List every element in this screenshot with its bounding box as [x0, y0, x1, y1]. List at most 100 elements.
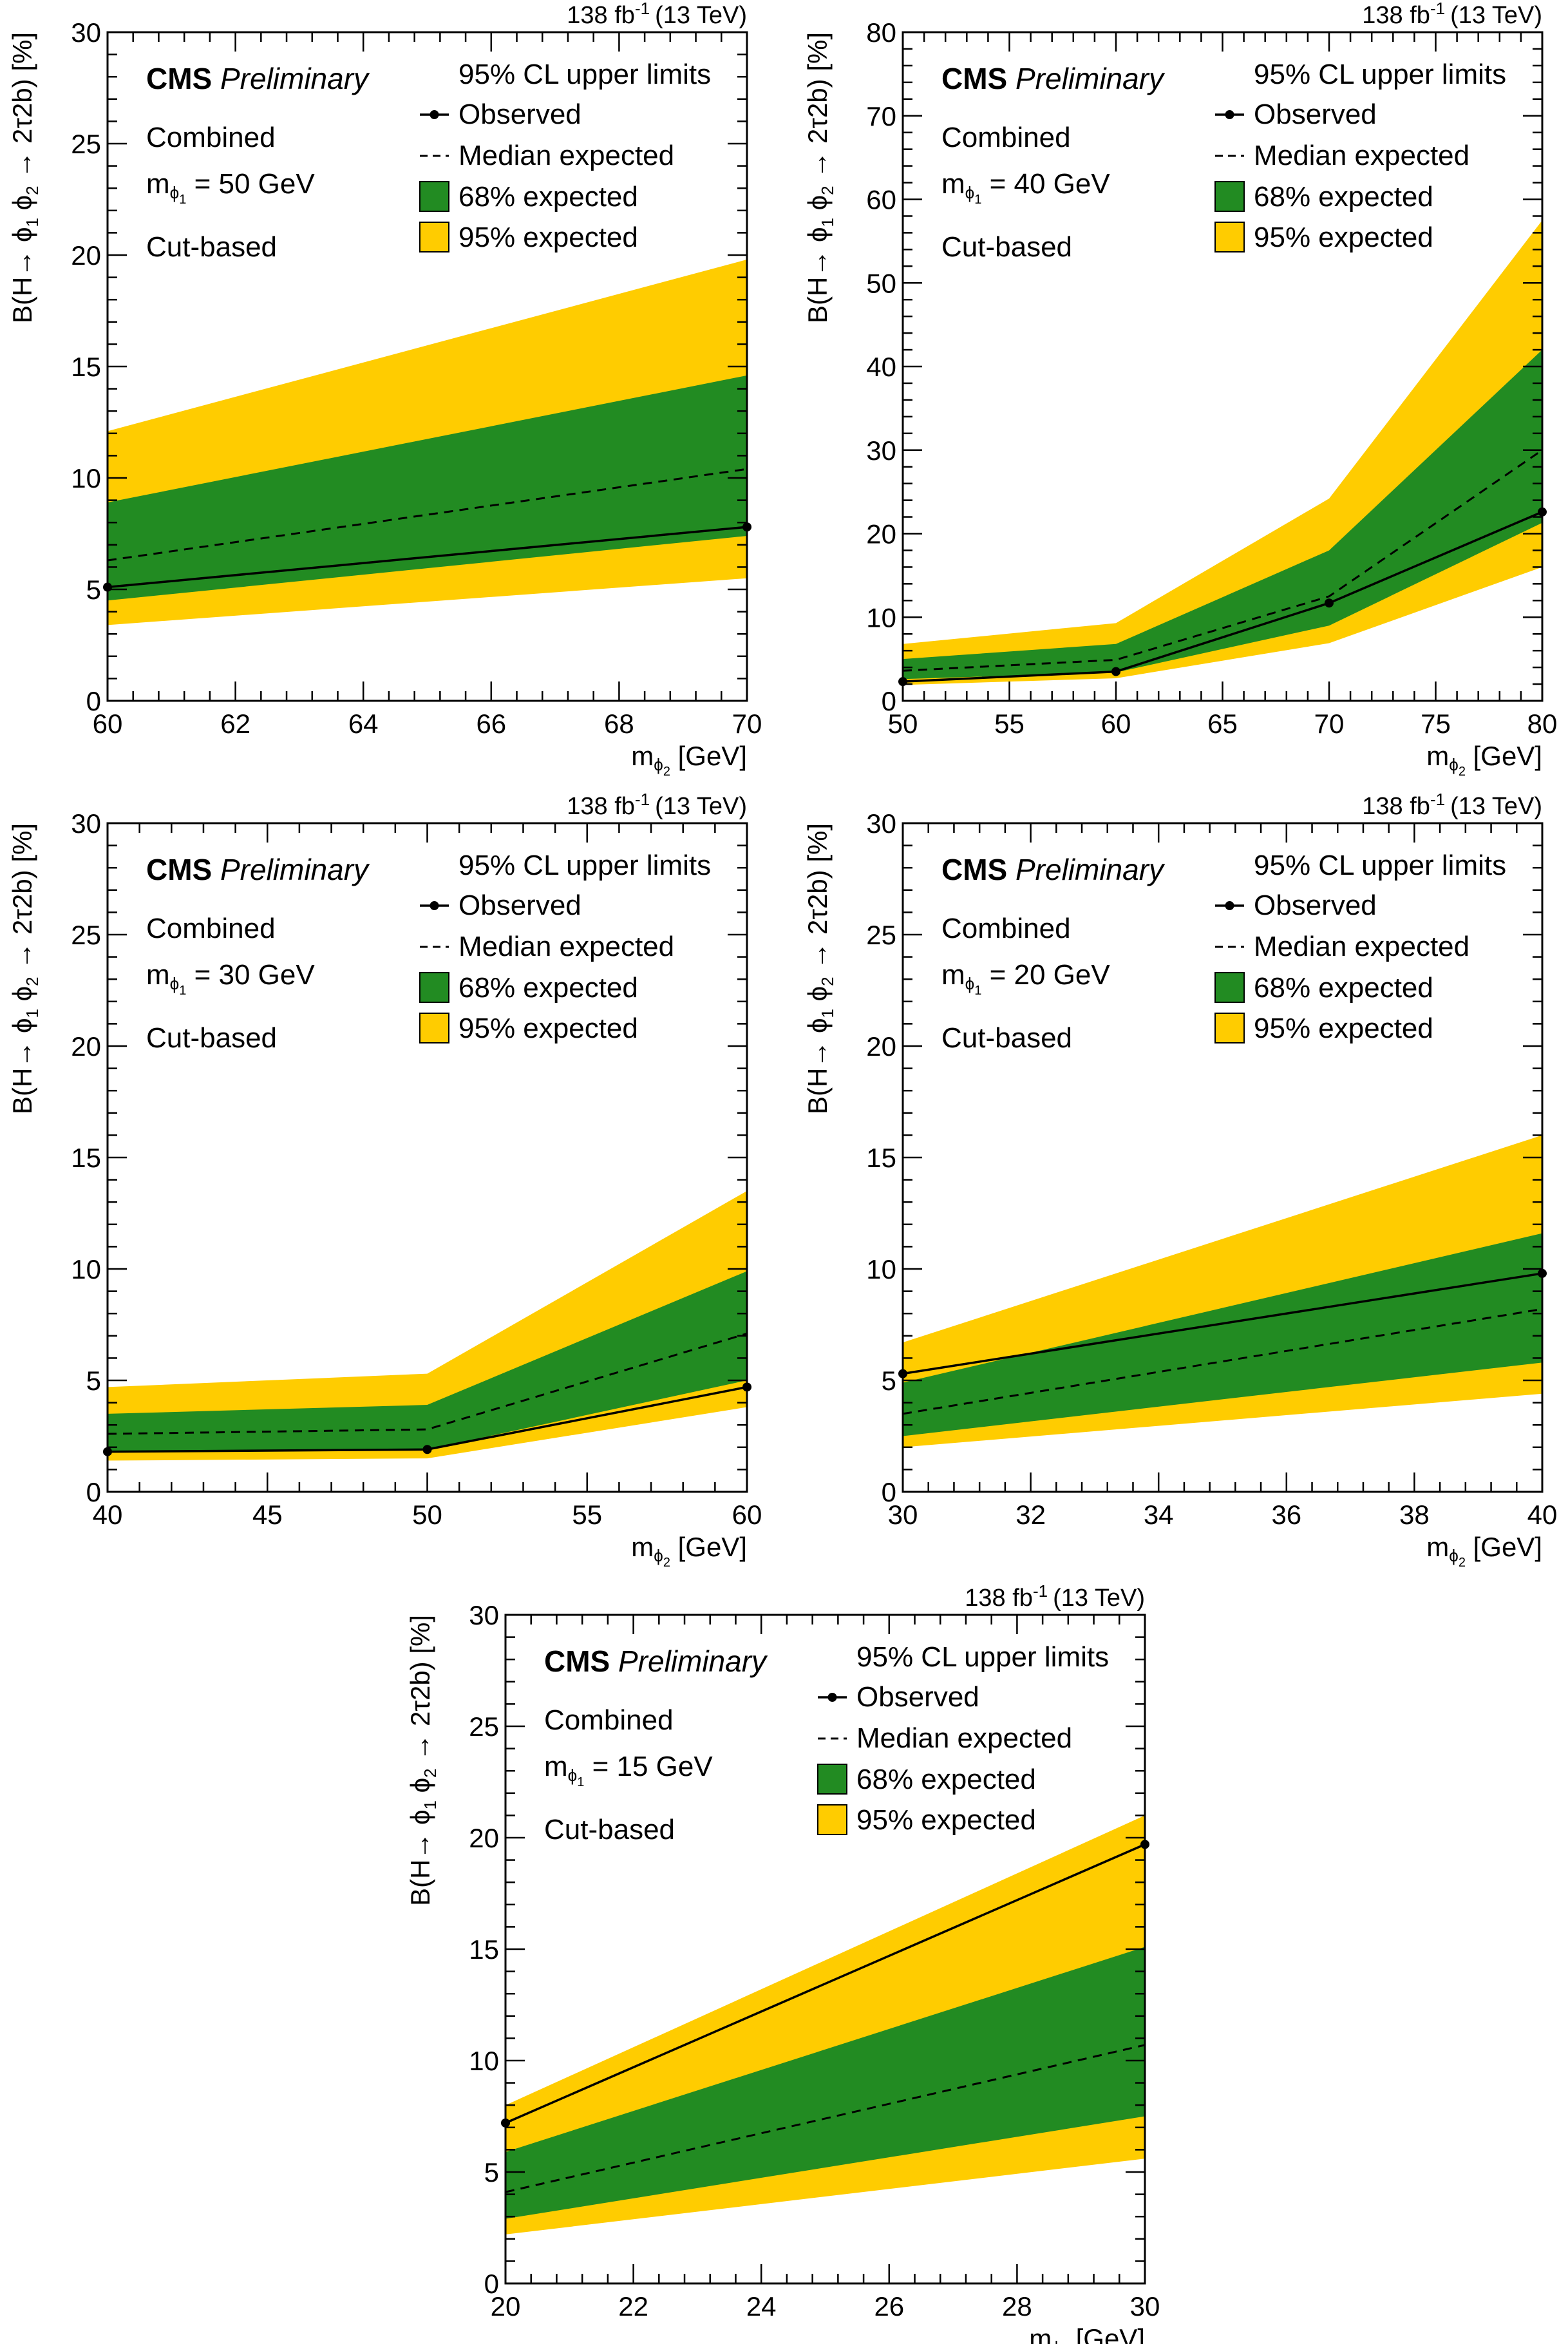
- cut-based-label: Cut-based: [146, 231, 277, 263]
- cut-based-label: Cut-based: [146, 1022, 277, 1054]
- band-68-expected: [505, 1947, 1145, 2219]
- y-tick-label: 30: [71, 17, 101, 48]
- y-axis-title: B(H→ ϕ1 ϕ2 → 2τ2b) [%]: [405, 1615, 440, 1906]
- legend-95-key: [419, 1013, 449, 1043]
- legend-68-key: [419, 972, 449, 1003]
- legend-95-label: 95% expected: [458, 222, 638, 253]
- legend-68-label: 68% expected: [1254, 972, 1433, 1004]
- x-tick-label: 32: [1015, 1500, 1046, 1530]
- y-tick-label: 50: [866, 268, 896, 298]
- legend-95-key: [1214, 222, 1245, 253]
- cut-based-label: Cut-based: [544, 1814, 675, 1845]
- x-tick-label: 40: [1527, 1500, 1558, 1530]
- y-axis-title: B(H→ ϕ1 ϕ2 → 2τ2b) [%]: [802, 32, 837, 323]
- legend-median-label: Median expected: [856, 1722, 1072, 1754]
- legend-median-label: Median expected: [1254, 931, 1469, 962]
- observed-line: [902, 1272, 1543, 1375]
- observed-line: [902, 511, 1543, 683]
- band-68-expected: [903, 350, 1542, 680]
- observed-point: [422, 1445, 432, 1454]
- combined-label: Combined: [941, 122, 1071, 153]
- legend-observed-marker: [430, 901, 439, 910]
- legend-title: 95% CL upper limits: [458, 59, 711, 90]
- x-tick-label: 60: [732, 1500, 762, 1530]
- x-tick-label: 30: [888, 1500, 918, 1530]
- y-tick-label: 20: [71, 240, 101, 271]
- preliminary-label: Preliminary: [1015, 62, 1166, 95]
- x-axis-title: mϕ2 [GeV]: [1029, 2323, 1145, 2344]
- legend-95-label: 95% expected: [1254, 1013, 1433, 1044]
- x-tick-label: 50: [888, 709, 918, 739]
- x-tick-label: 66: [476, 709, 506, 739]
- cut-based-label: Cut-based: [941, 1022, 1072, 1054]
- legend-95-key: [1214, 1013, 1245, 1043]
- legend-title: 95% CL upper limits: [1254, 59, 1506, 90]
- x-tick-label: 55: [994, 709, 1025, 739]
- legend-68-key: [1214, 972, 1245, 1003]
- cms-label: CMS: [544, 1644, 610, 1678]
- y-tick-label: 0: [86, 1477, 101, 1507]
- y-tick-label: 10: [866, 602, 896, 633]
- legend-observed-marker: [1225, 110, 1234, 119]
- legend-observed-marker: [1225, 901, 1234, 910]
- y-tick-label: 5: [86, 1366, 101, 1396]
- preliminary-label: Preliminary: [220, 853, 370, 886]
- y-tick-label: 70: [866, 101, 896, 131]
- y-tick-label: 15: [866, 1143, 896, 1173]
- combined-label: Combined: [544, 1704, 674, 1736]
- y-tick-label: 10: [71, 463, 101, 493]
- legend-median-label: Median expected: [458, 140, 674, 171]
- luminosity-label: 138 fb-1 (13 TeV): [965, 1581, 1145, 1612]
- x-tick-label: 64: [348, 709, 379, 739]
- y-tick-label: 15: [71, 352, 101, 382]
- combined-label: Combined: [941, 913, 1071, 944]
- mass-phi1-label: mϕ1 = 40 GeV: [941, 168, 1110, 207]
- legend-title: 95% CL upper limits: [856, 1641, 1109, 1673]
- band-68-expected: [108, 375, 747, 601]
- legend-95-key: [817, 1804, 847, 1835]
- y-tick-label: 20: [866, 519, 896, 549]
- y-tick-label: 0: [882, 1477, 896, 1507]
- legend-observed-label: Observed: [856, 1681, 979, 1713]
- y-tick-label: 0: [882, 686, 896, 716]
- y-tick-label: 10: [469, 2046, 499, 2076]
- y-tick-label: 30: [866, 435, 896, 466]
- x-tick-label: 20: [491, 2291, 521, 2321]
- y-tick-label: 20: [71, 1031, 101, 1062]
- mass-phi1-label: mϕ1 = 15 GeV: [544, 1751, 713, 1789]
- y-tick-label: 30: [71, 808, 101, 839]
- median-expected-line: [902, 449, 1543, 672]
- observed-point: [1325, 598, 1334, 608]
- cms-label: CMS: [941, 853, 1007, 886]
- legend-title: 95% CL upper limits: [458, 850, 711, 881]
- preliminary-label: Preliminary: [618, 1644, 768, 1678]
- x-tick-label: 30: [1130, 2291, 1160, 2321]
- x-tick-label: 45: [252, 1500, 283, 1530]
- legend-95-label: 95% expected: [856, 1804, 1036, 1836]
- y-tick-label: 25: [469, 1711, 499, 1742]
- luminosity-label: 138 fb-1 (13 TeV): [1362, 0, 1542, 29]
- mass-phi1-label: mϕ1 = 30 GeV: [146, 959, 315, 998]
- y-tick-label: 0: [484, 2269, 499, 2299]
- legend-median-label: Median expected: [1254, 140, 1469, 171]
- mass-phi1-label: mϕ1 = 50 GeV: [146, 168, 315, 207]
- x-tick-label: 70: [1314, 709, 1345, 739]
- legend-68-key: [1214, 181, 1245, 212]
- y-tick-label: 25: [71, 129, 101, 159]
- observed-point: [1111, 667, 1120, 676]
- legend-68-label: 68% expected: [1254, 181, 1433, 213]
- x-tick-label: 24: [746, 2291, 777, 2321]
- preliminary-label: Preliminary: [1015, 853, 1166, 886]
- x-tick-label: 36: [1271, 1500, 1301, 1530]
- cms-label: CMS: [146, 853, 212, 886]
- luminosity-label: 138 fb-1 (13 TeV): [567, 790, 747, 820]
- x-tick-label: 60: [93, 709, 123, 739]
- legend-68-label: 68% expected: [458, 972, 638, 1004]
- y-tick-label: 5: [484, 2157, 499, 2187]
- x-tick-label: 62: [220, 709, 250, 739]
- legend-observed-marker: [827, 1693, 837, 1702]
- legend-observed-label: Observed: [1254, 99, 1377, 130]
